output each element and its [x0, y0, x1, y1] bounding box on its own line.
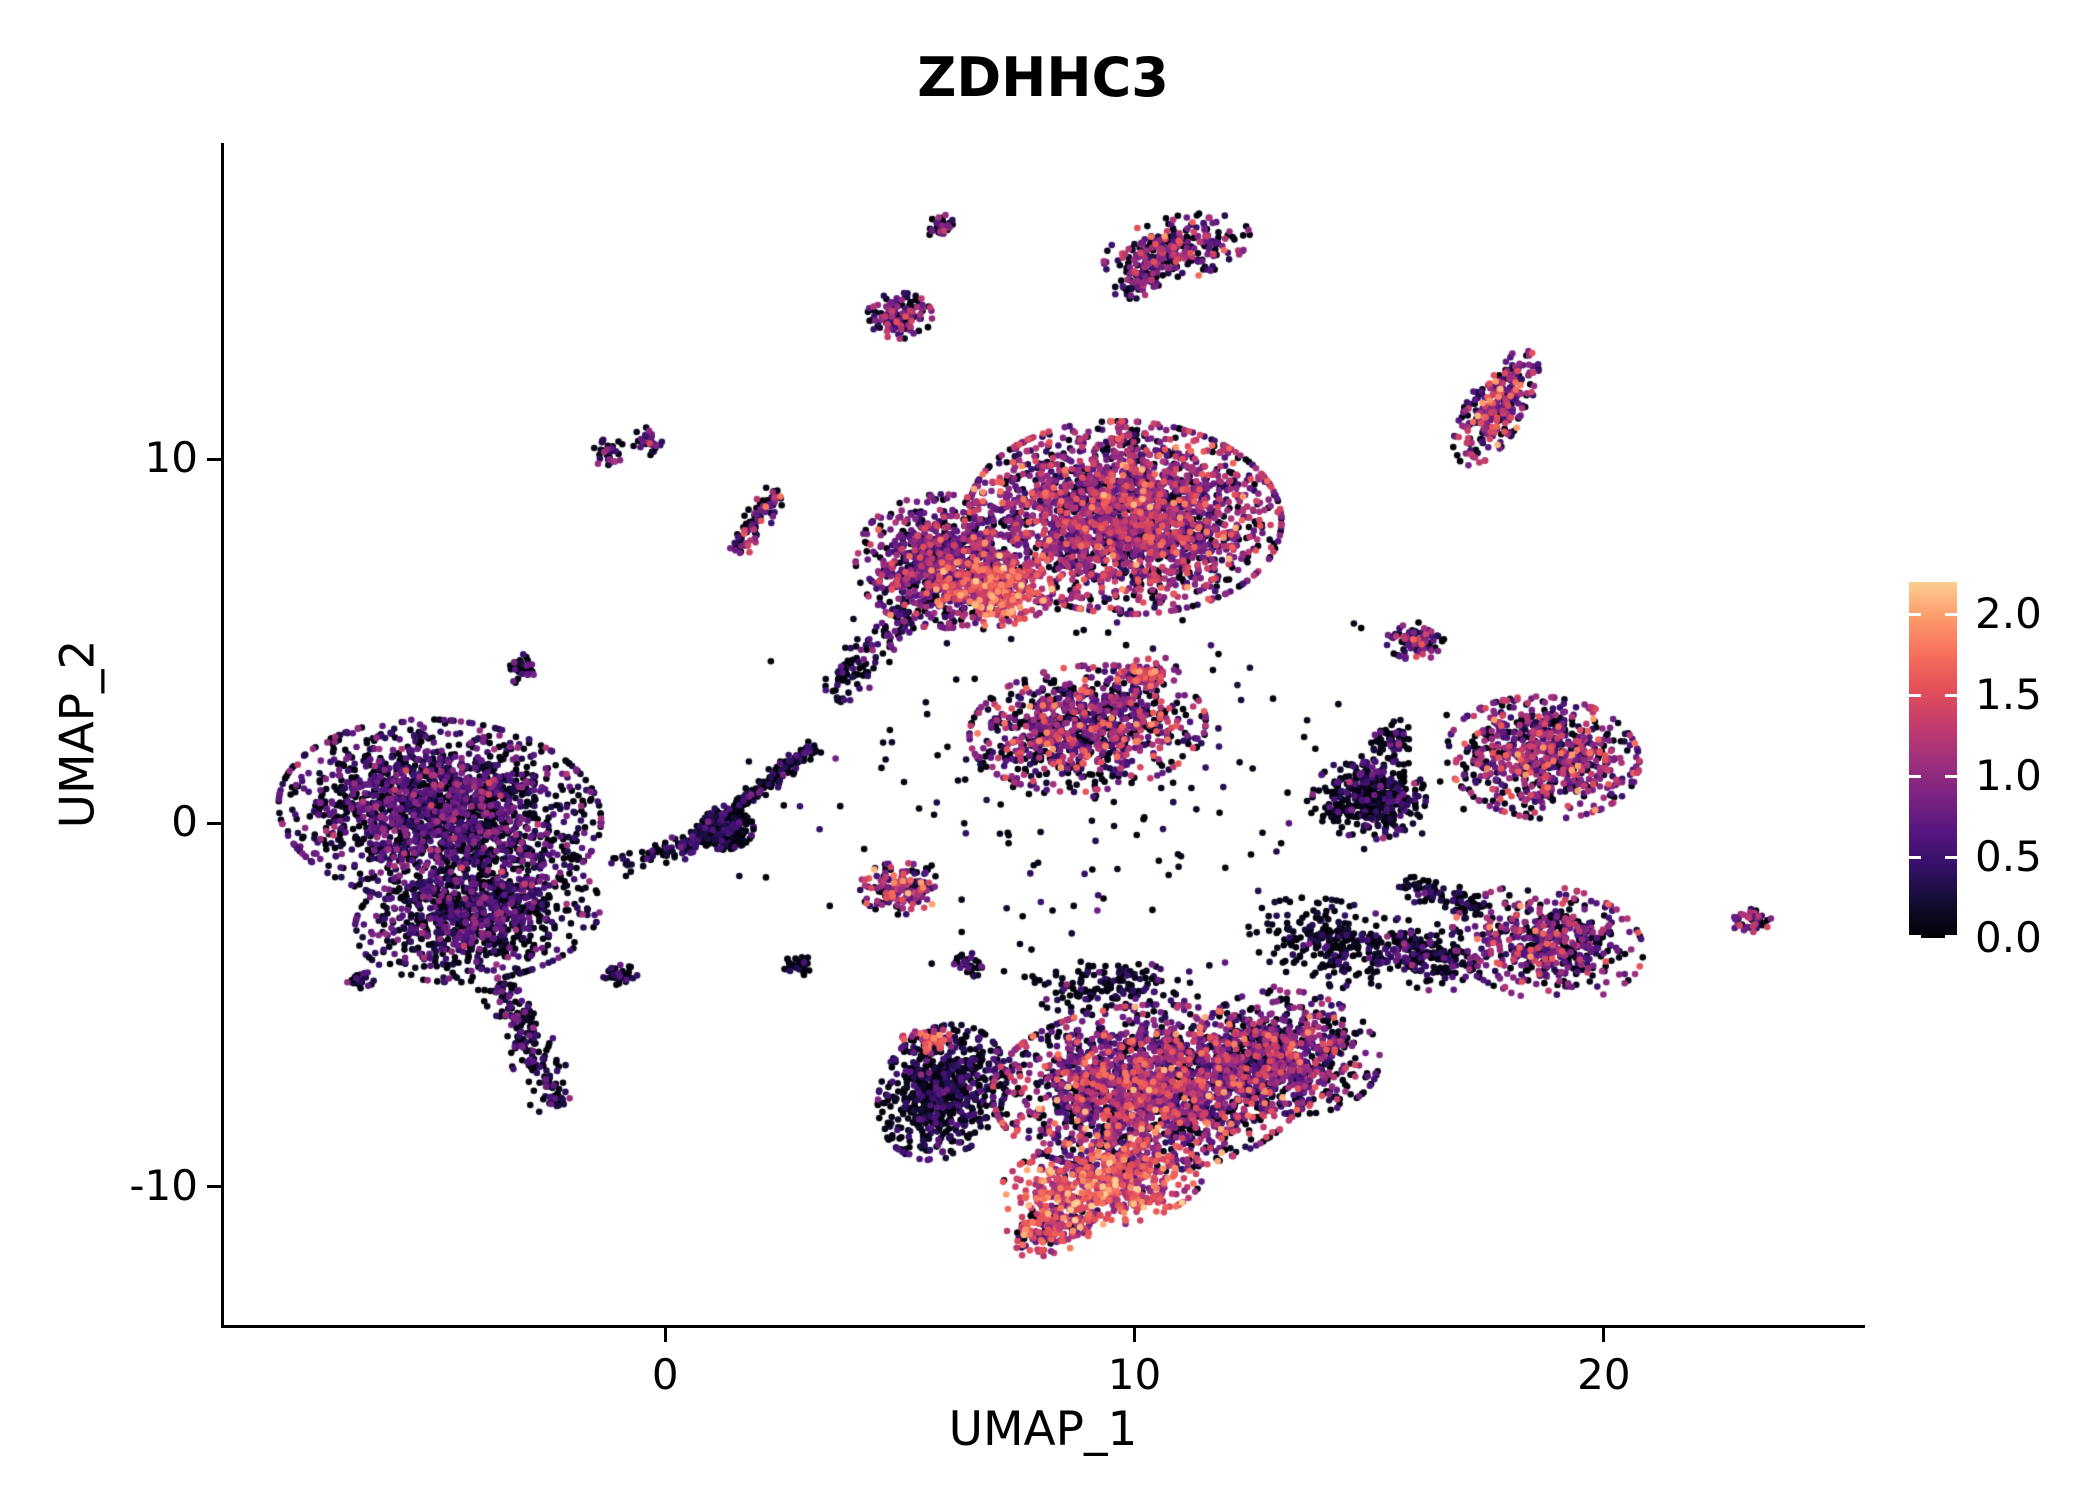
colorbar-tick-mark [1945, 855, 1957, 859]
y-tick-mark [207, 821, 221, 825]
x-tick-label: 10 [1107, 1350, 1162, 1399]
x-tick-mark [1133, 1328, 1136, 1342]
x-tick-label: 20 [1577, 1350, 1631, 1399]
y-tick-label: 0 [171, 797, 198, 847]
colorbar-tick-mark [1909, 935, 1921, 938]
x-tick-mark [1602, 1328, 1606, 1342]
colorbar-tick-mark [1945, 612, 1957, 616]
colorbar-tick-mark [1909, 612, 1921, 616]
colorbar-tick-label: 2.0 [1975, 589, 2042, 639]
colorbar-tick-mark [1909, 693, 1921, 697]
colorbar-tick-mark [1909, 855, 1921, 859]
y-tick-mark [207, 1185, 221, 1189]
colorbar-tick-label: 0.0 [1975, 913, 2042, 962]
colorbar-tick-mark [1909, 774, 1921, 778]
x-tick-label: 0 [651, 1350, 679, 1399]
y-tick-mark [207, 457, 221, 461]
x-tick-mark [663, 1328, 667, 1342]
colorbar-tick-label: 1.0 [1975, 751, 2042, 801]
y-tick-label: 10 [144, 433, 198, 483]
x-axis-label: UMAP_1 [948, 1402, 1138, 1457]
y-tick-label: -10 [129, 1160, 198, 1210]
colorbar-tick-mark [1945, 693, 1957, 697]
colorbar-tick-label: 1.5 [1975, 670, 2042, 720]
colorbar-tick-label: 0.5 [1975, 832, 2042, 882]
colorbar-legend: 2.0 1.5 1.0 0.5 0.0 [1909, 582, 2100, 962]
colorbar-gradient [1909, 582, 1957, 938]
x-axis-line [221, 1325, 1865, 1328]
y-axis-line [221, 143, 224, 1328]
colorbar-tick-mark [1945, 935, 1957, 938]
plot-title: ZDHHC3 [917, 46, 1169, 109]
colorbar-tick-mark [1945, 774, 1957, 778]
